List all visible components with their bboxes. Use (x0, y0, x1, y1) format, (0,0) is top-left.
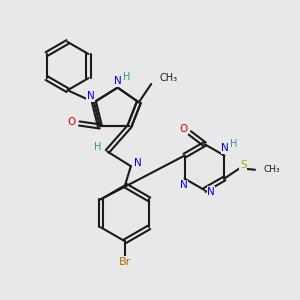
Text: N: N (87, 92, 94, 101)
Text: O: O (67, 117, 75, 127)
Text: O: O (179, 124, 188, 134)
Text: CH₃: CH₃ (263, 165, 280, 174)
Text: N: N (180, 180, 188, 190)
Text: S: S (240, 160, 247, 170)
Text: H: H (123, 72, 130, 82)
Text: N: N (221, 143, 229, 153)
Text: Br: Br (119, 257, 131, 267)
Text: H: H (94, 142, 102, 152)
Text: CH₃: CH₃ (159, 73, 178, 83)
Text: N: N (114, 76, 122, 86)
Text: H: H (230, 140, 237, 149)
Text: N: N (207, 187, 215, 196)
Text: N: N (134, 158, 142, 168)
